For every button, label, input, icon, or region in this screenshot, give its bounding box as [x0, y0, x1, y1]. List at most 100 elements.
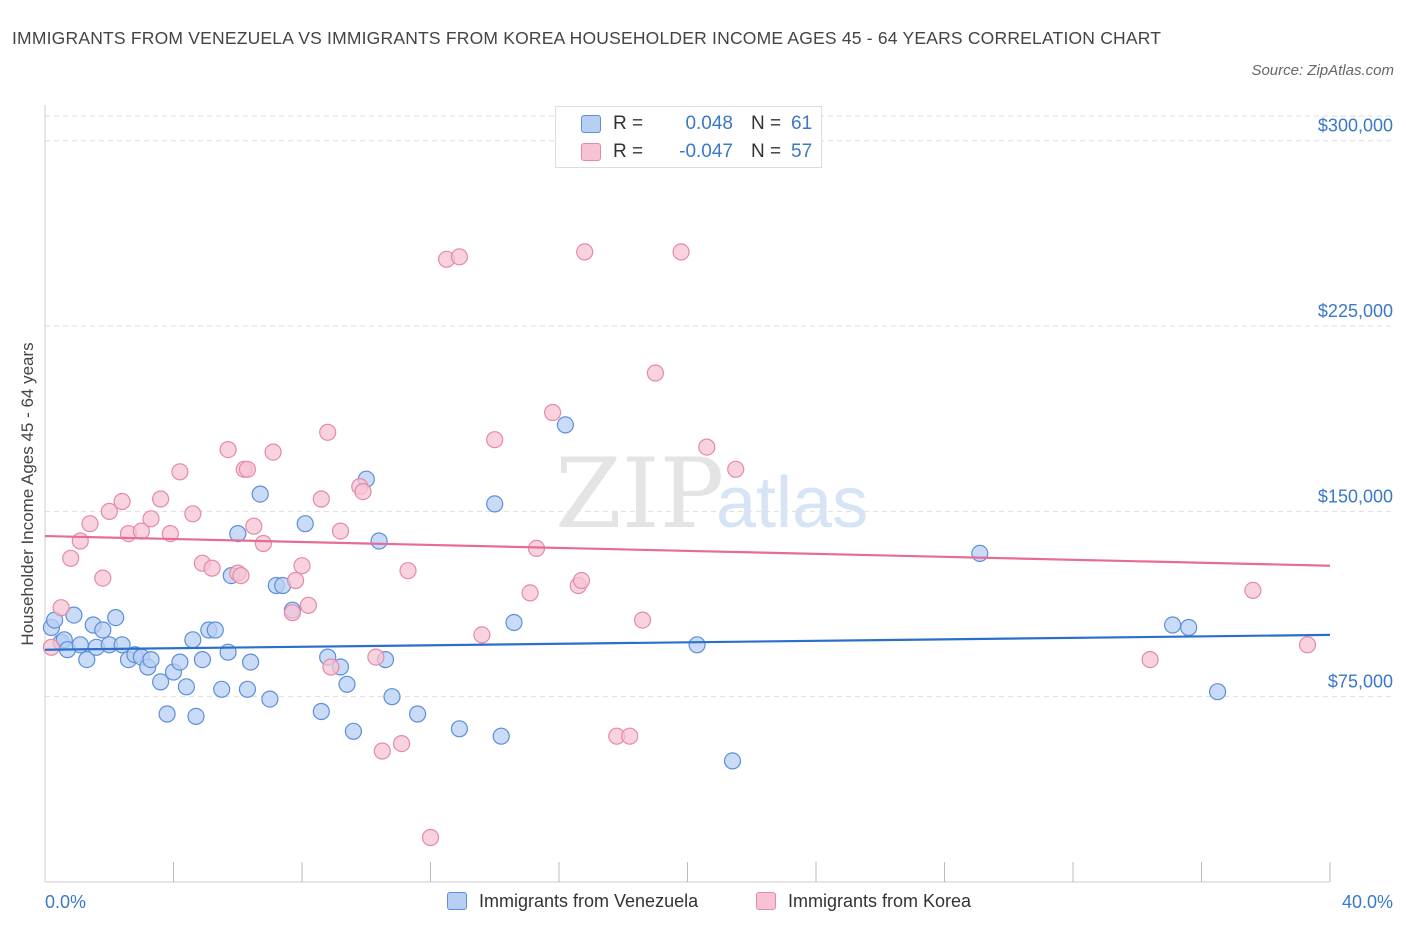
trend-layer — [44, 534, 1331, 651]
source-label: Source: ZipAtlas.com — [1251, 62, 1394, 79]
korea-point — [171, 463, 189, 481]
y-tick-label: $225,000 — [1318, 301, 1393, 321]
korea-point — [322, 658, 340, 676]
watermark-atlas: atlas — [716, 463, 868, 543]
y-tick-label: $300,000 — [1318, 116, 1393, 136]
korea-point — [287, 571, 305, 590]
y-tick-label: $75,000 — [1328, 672, 1393, 692]
venezuela-point — [242, 653, 260, 671]
grid-layer — [45, 115, 1393, 698]
korea-point — [152, 490, 170, 508]
venezuela-point — [177, 678, 195, 696]
venezuela-point — [971, 544, 989, 563]
n-value: 57 — [791, 141, 813, 162]
venezuela-point — [251, 485, 269, 503]
korea-point — [299, 596, 317, 614]
venezuela-point — [409, 705, 427, 723]
venezuela-point — [344, 722, 362, 740]
stats-legend: R = 0.048 N = 61 R = -0.047 N = 57 — [555, 106, 822, 168]
venezuela-point — [142, 650, 160, 669]
korea-point — [71, 532, 89, 550]
korea-point — [672, 243, 690, 261]
venezuela-point — [296, 515, 314, 533]
venezuela-point — [1208, 683, 1227, 701]
korea-point — [52, 599, 70, 617]
korea-point — [283, 604, 301, 622]
korea-point — [450, 248, 468, 266]
korea-point — [238, 460, 256, 478]
korea-point — [254, 534, 272, 553]
venezuela-point — [1163, 616, 1182, 634]
venezuela-point — [261, 690, 279, 708]
korea-point — [393, 734, 411, 753]
korea-point — [1298, 636, 1317, 654]
korea-point — [1244, 581, 1262, 600]
korea-point — [543, 403, 562, 422]
venezuela-point — [556, 416, 575, 434]
y-tick-labels: $75,000 $150,000 $225,000 $300,000 — [1318, 116, 1393, 692]
korea-point — [521, 584, 539, 602]
korea-point — [354, 483, 372, 501]
korea-point — [319, 423, 337, 441]
venezuela-legend-swatch — [447, 892, 467, 910]
venezuela-legend-label: Immigrants from Venezuela — [479, 890, 699, 911]
legend-row-korea: R = -0.047 N = 57 — [581, 139, 812, 165]
venezuela-point — [1180, 618, 1198, 637]
watermark-zip: ZIP — [555, 438, 724, 550]
korea-point — [473, 626, 491, 644]
korea-point — [1141, 650, 1159, 669]
korea-point — [312, 490, 330, 508]
korea-point — [727, 460, 745, 478]
korea-point — [62, 549, 80, 567]
korea-point — [572, 571, 591, 590]
korea-point — [698, 438, 716, 456]
korea-point — [633, 611, 652, 629]
korea-point — [219, 441, 237, 459]
venezuela-point — [158, 705, 176, 723]
y-tick-label: $150,000 — [1318, 486, 1393, 506]
korea-point — [42, 638, 61, 656]
korea-point — [486, 431, 504, 449]
korea-point — [646, 364, 665, 382]
venezuela-point — [213, 680, 231, 698]
korea-point — [621, 727, 639, 745]
venezuela-point — [338, 675, 356, 693]
venezuela-swatch — [581, 115, 601, 133]
n-label: N = — [751, 141, 782, 162]
venezuela-point — [229, 524, 247, 543]
venezuela-point — [486, 495, 504, 513]
venezuela-point — [370, 532, 388, 550]
legend-item-venezuela: Immigrants from Venezuela — [447, 888, 698, 914]
venezuela-point — [184, 631, 202, 649]
x-tick-label-max: 40.0% — [1342, 892, 1393, 912]
korea-point — [421, 828, 440, 847]
n-label: N = — [751, 113, 782, 134]
r-value: 0.048 — [685, 113, 733, 134]
venezuela-point — [94, 621, 112, 639]
x-tick-label-min: 0.0% — [45, 892, 86, 912]
venezuela-point — [312, 702, 330, 721]
venezuela-trend-line — [44, 633, 1331, 651]
korea-point — [161, 524, 179, 543]
korea-point — [142, 510, 160, 528]
korea-point — [331, 522, 350, 540]
venezuela-point — [107, 608, 125, 627]
venezuela-point — [152, 673, 170, 691]
venezuela-point — [688, 636, 706, 654]
korea-point — [232, 566, 250, 585]
venezuela-point — [65, 606, 83, 624]
points-layer — [42, 243, 1317, 847]
venezuela-point — [187, 707, 205, 726]
venezuela-point — [238, 680, 256, 698]
korea-point — [245, 517, 263, 535]
korea-point — [576, 243, 594, 261]
korea-point — [94, 569, 112, 587]
venezuela-point — [193, 650, 211, 669]
n-value: 61 — [791, 113, 813, 134]
venezuela-point — [492, 727, 510, 745]
korea-swatch — [581, 143, 601, 161]
korea-point — [367, 648, 385, 666]
venezuela-point — [171, 653, 189, 671]
korea-point — [81, 515, 99, 533]
